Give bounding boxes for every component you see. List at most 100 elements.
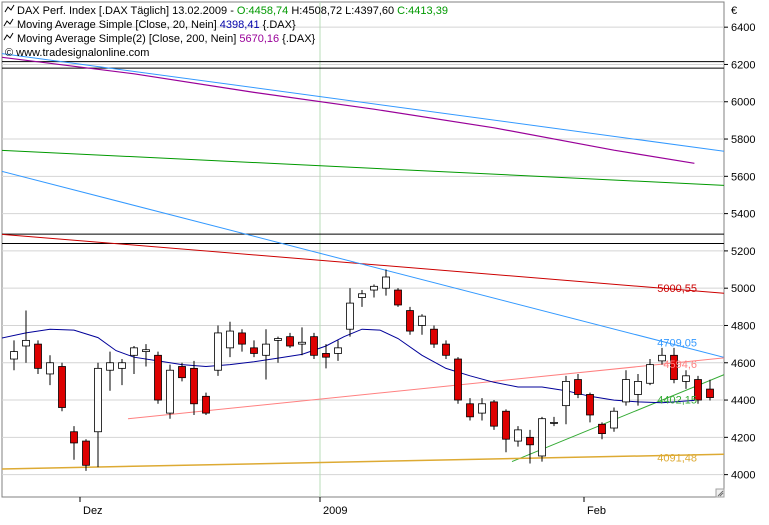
candle-body-down: [322, 353, 330, 358]
x-tick-label-Feb: Feb: [587, 505, 606, 517]
candle-body-up: [46, 362, 54, 375]
candle-7: [94, 362, 102, 468]
candle-39: [478, 398, 486, 421]
y-tick-label-4200: 4200: [731, 432, 755, 444]
x-tick-label-Dez: Dez: [83, 505, 103, 517]
legend-value-2: L:4397,60: [342, 5, 394, 17]
y-tick-label-6200: 6200: [731, 59, 755, 71]
candle-body-down: [442, 343, 450, 356]
candle-body-up: [22, 339, 30, 347]
legend-entry-2: Moving Average Simple(2) [Close, 200, Ne…: [17, 33, 316, 45]
candle-body-down: [310, 336, 318, 356]
candle-body-down: [202, 395, 210, 414]
candle-body-down: [286, 336, 294, 347]
candle-body-up: [646, 364, 654, 384]
candle-1: [22, 310, 30, 363]
candle-body-down: [490, 401, 498, 427]
candle-body-up: [418, 315, 426, 326]
candle-50: [610, 407, 618, 432]
candle-body-down: [574, 379, 582, 395]
candle-body-down: [586, 394, 594, 416]
currency-symbol: €: [731, 5, 737, 17]
y-tick-label-4400: 4400: [731, 395, 755, 407]
candle-5: [70, 426, 78, 460]
trendline-layer: [2, 53, 724, 470]
candle-48: [586, 392, 594, 423]
candle-54: [658, 347, 666, 365]
grid-layer: [2, 2, 724, 497]
candle-17: [214, 325, 222, 376]
x-axis: Dez 2009 Feb: [79, 497, 606, 517]
candle-body-down: [250, 347, 258, 354]
red-trendline-upper: [2, 233, 724, 294]
pink-trendline: [127, 357, 724, 420]
y-tick-label-5000: 5000: [731, 283, 755, 295]
candle-37: [454, 357, 462, 404]
value-label-4594,6: 4594,6: [663, 359, 697, 371]
candle-body-down: [694, 379, 702, 401]
y-axis: 4000 4200 4400 4600 4800 5000 5200 5400 5600 5800…: [724, 5, 755, 482]
candle-body-down: [466, 403, 474, 418]
line-icon: [3, 32, 14, 41]
candle-body-down: [598, 423, 606, 435]
x-tick-label-2009: 2009: [323, 505, 347, 517]
legend-title: Moving Average Simple [Close, 20, Nein]: [17, 19, 217, 31]
candle-body-up: [262, 343, 270, 356]
candle-body-up: [94, 367, 102, 433]
legend: DAX Perf. Index [.DAX Täglich] 13.02.200…: [3, 4, 448, 59]
candle-51: [622, 370, 630, 406]
plot-area: [1, 1, 725, 498]
candle-18: [226, 321, 234, 358]
candle-body-up: [274, 338, 282, 341]
candle-42: [514, 426, 522, 447]
candle-body-up: [682, 375, 690, 382]
blue-trendline-upper: [2, 53, 724, 152]
candle-body-up: [334, 347, 342, 354]
candle-body-down: [82, 440, 90, 466]
candle-body-down: [670, 354, 678, 380]
ma200-series-line: [2, 56, 695, 164]
candle-0: [10, 340, 18, 371]
candle-29: [358, 290, 366, 307]
legend-value-1: {.DAX}: [279, 33, 315, 45]
candle-body-up: [10, 351, 18, 360]
candle-body-up: [634, 381, 642, 395]
candle-14: [178, 362, 186, 382]
candle-body-up: [142, 349, 150, 352]
y-tick-label-6000: 6000: [731, 97, 755, 109]
candle-body-down: [430, 328, 438, 345]
scroll-corner-handle[interactable]: [715, 488, 725, 498]
candle-55: [670, 347, 678, 384]
legend-title: DAX Perf. Index [.DAX Täglich] 13.02.200…: [17, 5, 234, 17]
legend-entry-0: DAX Perf. Index [.DAX Täglich] 13.02.200…: [17, 5, 448, 17]
candle-body-down: [454, 358, 462, 401]
green-trendline-upper: [2, 149, 724, 186]
candle-49: [598, 422, 606, 440]
legend-value-0: 5670,16: [236, 33, 279, 45]
candle-body-up: [622, 379, 630, 403]
candle-30: [370, 284, 378, 298]
candle-43: [526, 429, 534, 464]
candle-9: [118, 359, 126, 386]
candle-body-down: [58, 366, 66, 408]
orange-trendline: [2, 453, 724, 470]
candle-22: [274, 336, 282, 363]
candle-body-up: [514, 429, 522, 442]
candle-10: [130, 345, 138, 374]
candle-body-up: [130, 347, 138, 356]
candle-body-up: [214, 332, 222, 371]
candle-body-up: [562, 381, 570, 407]
legend-value-3: C:4413,39: [394, 5, 448, 17]
candle-body-up: [538, 418, 546, 457]
y-tick-label-5800: 5800: [731, 134, 755, 146]
candle-body-up: [550, 422, 558, 424]
candle-6: [82, 439, 90, 471]
candle-body-down: [34, 343, 42, 369]
candle-body-down: [706, 388, 714, 398]
candle-body-down: [190, 367, 198, 405]
y-tick-label-5400: 5400: [731, 209, 755, 221]
legend-value-1: H:4508,72: [288, 5, 342, 17]
legend-value-0: O:4458,74: [234, 5, 288, 17]
candle-31: [382, 269, 390, 296]
